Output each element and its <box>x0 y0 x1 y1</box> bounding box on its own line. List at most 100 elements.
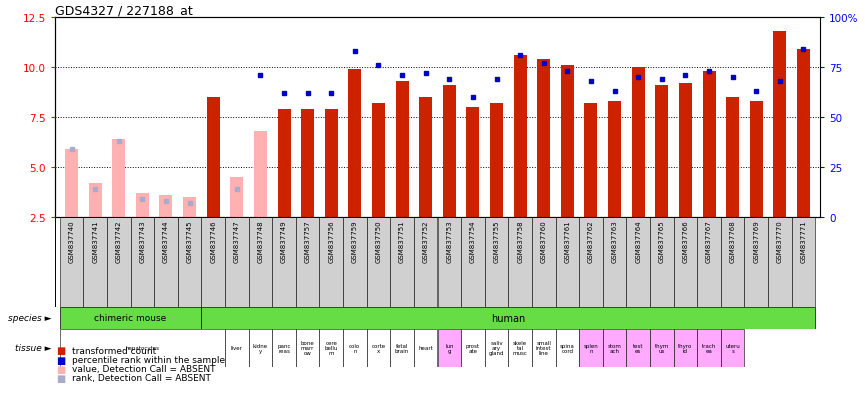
Text: colo
n: colo n <box>349 343 361 353</box>
Bar <box>60 218 83 307</box>
Bar <box>343 329 367 367</box>
Text: GSM837758: GSM837758 <box>517 220 523 263</box>
Bar <box>608 102 621 218</box>
Bar <box>83 218 107 307</box>
Bar <box>65 150 78 218</box>
Bar <box>631 68 644 218</box>
Bar <box>585 104 598 218</box>
Bar <box>178 218 202 307</box>
Text: kidne
y: kidne y <box>253 343 268 353</box>
Bar <box>131 218 154 307</box>
Bar <box>603 329 626 367</box>
Bar <box>324 110 337 218</box>
Text: GSM837743: GSM837743 <box>139 220 145 263</box>
Bar <box>202 218 225 307</box>
Text: GSM837747: GSM837747 <box>234 220 240 263</box>
Bar <box>580 218 603 307</box>
Bar <box>390 218 413 307</box>
Text: GSM837740: GSM837740 <box>68 220 74 263</box>
Bar <box>248 329 272 367</box>
Text: GSM837750: GSM837750 <box>375 220 381 263</box>
Bar <box>461 218 484 307</box>
Text: ■: ■ <box>56 364 66 374</box>
Bar <box>413 329 438 367</box>
Bar <box>650 329 674 367</box>
Bar <box>797 50 810 218</box>
Bar <box>343 218 367 307</box>
Text: GSM837748: GSM837748 <box>258 220 264 263</box>
Text: ■: ■ <box>56 355 66 365</box>
Text: GSM837767: GSM837767 <box>706 220 712 263</box>
Bar <box>555 329 580 367</box>
Bar <box>603 218 626 307</box>
Bar <box>484 329 509 367</box>
Text: GSM837753: GSM837753 <box>446 220 452 263</box>
Bar <box>278 110 291 218</box>
Bar <box>443 86 456 218</box>
Text: GSM837769: GSM837769 <box>753 220 759 263</box>
Text: value, Detection Call = ABSENT: value, Detection Call = ABSENT <box>72 364 215 373</box>
Bar <box>88 183 101 218</box>
Text: GSM837762: GSM837762 <box>588 220 594 263</box>
Text: small
intest
line: small intest line <box>536 341 552 356</box>
Text: transformed count: transformed count <box>72 346 156 355</box>
Bar <box>136 194 149 218</box>
Bar <box>773 32 786 218</box>
Bar <box>390 329 413 367</box>
Bar <box>413 218 438 307</box>
Text: GSM837768: GSM837768 <box>730 220 735 263</box>
Text: bone
marr
ow: bone marr ow <box>301 341 315 356</box>
Bar <box>791 218 816 307</box>
Bar <box>532 329 555 367</box>
Bar <box>225 218 248 307</box>
Text: GSM837757: GSM837757 <box>304 220 311 263</box>
Text: stom
ach: stom ach <box>607 343 622 353</box>
Bar <box>745 218 768 307</box>
Bar <box>319 329 343 367</box>
Text: skele
tal
musc: skele tal musc <box>513 341 528 356</box>
Bar <box>349 70 362 218</box>
Bar <box>626 329 650 367</box>
Bar <box>532 218 555 307</box>
Text: GSM837752: GSM837752 <box>423 220 429 263</box>
Text: GSM837741: GSM837741 <box>93 220 98 263</box>
Text: GSM837766: GSM837766 <box>682 220 689 263</box>
Text: trach
ea: trach ea <box>702 343 716 353</box>
Text: saliv
ary
gland: saliv ary gland <box>489 341 504 356</box>
Text: rank, Detection Call = ABSENT: rank, Detection Call = ABSENT <box>72 373 211 382</box>
Bar <box>202 307 816 329</box>
Text: hepatocytes: hepatocytes <box>125 346 159 351</box>
Text: percentile rank within the sample: percentile rank within the sample <box>72 355 225 364</box>
Bar <box>466 108 479 218</box>
Bar <box>721 329 745 367</box>
Bar <box>225 329 248 367</box>
Bar <box>319 218 343 307</box>
Bar <box>561 66 573 218</box>
Bar <box>555 218 580 307</box>
Bar <box>726 98 739 218</box>
Text: GSM837745: GSM837745 <box>187 220 193 263</box>
Bar <box>296 218 319 307</box>
Bar <box>367 329 390 367</box>
Text: GDS4327 / 227188_at: GDS4327 / 227188_at <box>55 4 193 17</box>
Text: thyro
id: thyro id <box>678 343 693 353</box>
Bar <box>490 104 503 218</box>
Bar <box>230 178 243 218</box>
Text: spina
cord: spina cord <box>560 343 575 353</box>
Bar <box>674 329 697 367</box>
Bar <box>60 307 202 329</box>
Bar <box>537 60 550 218</box>
Bar <box>254 132 267 218</box>
Text: GSM837746: GSM837746 <box>210 220 216 263</box>
Text: GSM837771: GSM837771 <box>800 220 806 263</box>
Bar <box>296 329 319 367</box>
Bar <box>438 329 461 367</box>
Text: tissue ►: tissue ► <box>15 344 52 353</box>
Bar <box>420 98 432 218</box>
Bar <box>702 72 715 218</box>
Bar <box>395 82 408 218</box>
Bar <box>768 218 791 307</box>
Bar <box>60 329 225 367</box>
Text: GSM837756: GSM837756 <box>328 220 334 263</box>
Text: GSM837770: GSM837770 <box>777 220 783 263</box>
